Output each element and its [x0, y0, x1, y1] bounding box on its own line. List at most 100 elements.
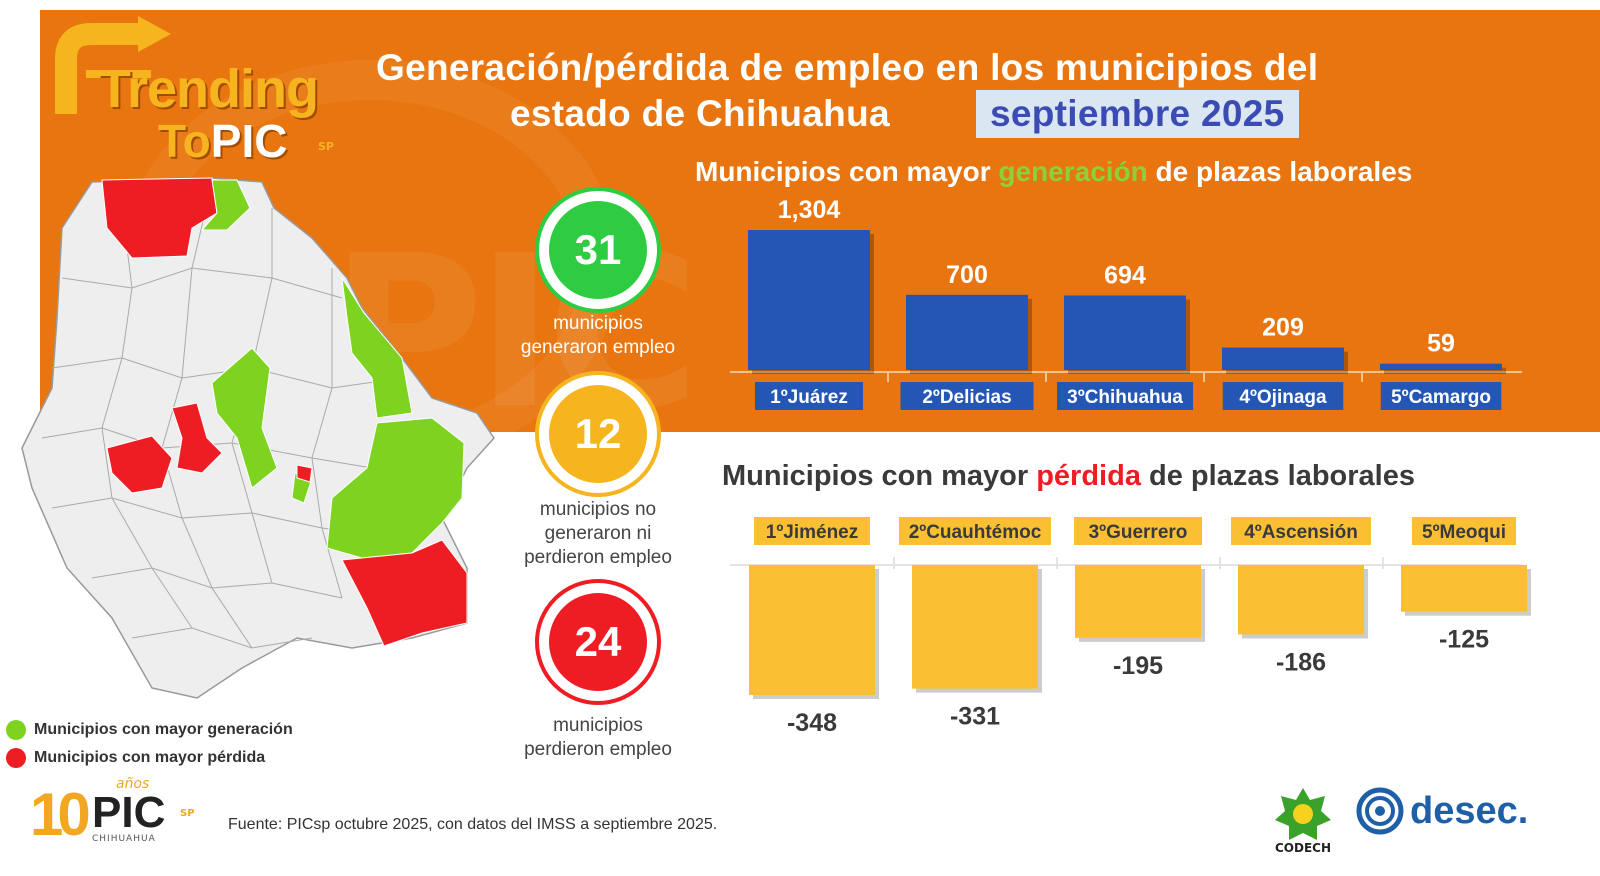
- map-region-loss-2: [171, 402, 223, 474]
- stat-label-line: municipios: [553, 715, 643, 736]
- gen-category-bg: [1057, 382, 1193, 410]
- legend-red-dot-icon: [6, 748, 26, 768]
- logo-word-to: To: [158, 115, 211, 167]
- loss-value-label: -331: [950, 703, 1000, 731]
- loss-value-label: -348: [787, 709, 837, 737]
- pic10-word: PIC: [92, 788, 166, 837]
- codech-star-icon: [1275, 788, 1331, 840]
- gen-bar: [1222, 347, 1344, 370]
- stat-label-line: generaron ni: [544, 523, 652, 544]
- gen-value-label: 59: [1427, 330, 1455, 358]
- gen-category-bg: [900, 382, 1034, 410]
- stat-circle-3: 24: [535, 579, 661, 705]
- codech-logo: CODECH: [1268, 786, 1338, 856]
- legend-green-dot-icon: [6, 720, 26, 740]
- loss-category-bg: [754, 517, 870, 545]
- loss-heading-pre: Municipios con mayor: [722, 460, 1037, 492]
- logo-word-trending: Trending: [98, 59, 319, 119]
- legend-item-loss: Municipios con mayor pérdida: [6, 744, 293, 772]
- loss-value-label: -195: [1113, 652, 1163, 680]
- stat-value: 31: [549, 201, 647, 299]
- loss-category-label: 5ºMeoqui: [1422, 522, 1506, 543]
- desec-mark-icon: [1356, 787, 1404, 835]
- legend-item-generation: Municipios con mayor generación: [6, 716, 293, 744]
- loss-category-label: 2ºCuauhtémoc: [909, 522, 1042, 543]
- map-region-gain-3: [211, 347, 278, 489]
- gen-bar: [1064, 295, 1186, 370]
- stat-label-1: municipios generaron empleo: [488, 312, 708, 360]
- pic-10-anos-logo: 10 años PIC SP CHIHUAHUA: [30, 776, 200, 850]
- legend-label-loss: Municipios con mayor pérdida: [34, 749, 266, 766]
- loss-category-bg: [899, 517, 1051, 545]
- generation-heading-highlight: generación: [998, 156, 1148, 187]
- loss-bar: [1238, 565, 1364, 635]
- stat-label-2: municipios no generaron ni perdieron emple…: [488, 498, 708, 570]
- logo-arrow-icon: [55, 16, 171, 114]
- map-region-loss-4: [296, 464, 313, 483]
- map-legend: Municipios con mayor generación Municipi…: [6, 716, 293, 772]
- gen-category-bg: [1222, 382, 1344, 410]
- pic10-city: CHIHUAHUA: [92, 834, 156, 844]
- generation-bar-chart: 1,304 1ºJuárez 700 2ºDelicias 694 3ºChihuahua…: [730, 196, 1522, 410]
- loss-bar: [912, 565, 1038, 689]
- loss-category-bg: [1231, 517, 1371, 545]
- title-line-1: Generación/pérdida de empleo en los muni…: [376, 47, 1319, 88]
- gen-bar: [748, 230, 870, 370]
- loss-heading-post: de plazas laborales: [1140, 460, 1415, 492]
- loss-category-bg: [1074, 517, 1202, 545]
- stat-label-line: municipios: [553, 313, 643, 334]
- logo-sp: SP: [318, 140, 334, 153]
- codech-label: CODECH: [1274, 841, 1331, 855]
- desec-logo: desec.: [1356, 786, 1528, 836]
- stat-label-line: perdieron empleo: [524, 739, 672, 760]
- loss-bar-chart: -348 1ºJiménez -331 2ºCuauhtémoc -195 3ºGuerr…: [730, 517, 1531, 737]
- loss-category-label: 1ºJiménez: [766, 522, 859, 543]
- stat-label-3: municipios perdieron empleo: [488, 714, 708, 762]
- pic10-anos: años: [116, 776, 150, 792]
- gen-category-bg: [1380, 382, 1502, 410]
- gen-category-label: 3ºChihuahua: [1067, 387, 1183, 408]
- loss-heading-highlight: pérdida: [1036, 460, 1141, 492]
- stat-circle-2: 12: [535, 371, 661, 497]
- logo-word-topic: ToPIC: [158, 114, 287, 168]
- loss-chart-heading: Municipios con mayor pérdida de plazas l…: [722, 460, 1415, 493]
- gen-category-label: 1ºJuárez: [770, 387, 848, 408]
- generation-heading-post: de plazas laborales: [1147, 156, 1413, 187]
- loss-bar: [749, 565, 875, 695]
- stat-label-line: generaron empleo: [520, 337, 676, 358]
- generation-heading-pre: Municipios con mayor: [695, 156, 999, 187]
- map-region-gain-1: [200, 179, 251, 231]
- loss-category-label: 3ºGuerrero: [1089, 522, 1188, 543]
- stat-value: 24: [549, 593, 647, 691]
- pic10-sp: SP: [180, 808, 195, 819]
- map-region-loss-3: [106, 435, 173, 494]
- loss-category-bg: [1412, 517, 1516, 545]
- loss-value-label: -186: [1276, 648, 1326, 676]
- map-region-gain-2: [341, 277, 413, 419]
- generation-chart-heading: Municipios con mayor generación de plaza…: [695, 156, 1412, 188]
- gen-category-bg: [755, 382, 863, 410]
- stat-label-line: municipios no: [539, 499, 657, 520]
- gen-bar: [1380, 363, 1502, 370]
- loss-category-label: 4ºAscensión: [1244, 522, 1358, 543]
- stat-circle-1: 31: [535, 187, 661, 313]
- gen-value-label: 1,304: [778, 196, 841, 224]
- legend-label-generation: Municipios con mayor generación: [34, 721, 293, 738]
- gen-value-label: 209: [1262, 314, 1304, 342]
- desec-label: desec.: [1410, 789, 1529, 832]
- logo-word-pic: PIC: [210, 115, 288, 167]
- gen-category-label: 2ºDelicias: [922, 387, 1011, 408]
- trending-topic-logo: Trending ToPIC SP: [18, 8, 358, 168]
- gen-value-label: 694: [1104, 261, 1146, 289]
- gen-category-label: 5ºCamargo: [1391, 387, 1491, 408]
- loss-value-label: -125: [1439, 626, 1489, 654]
- stat-label-line: perdieron empleo: [524, 547, 672, 568]
- pic10-number: 10: [30, 781, 91, 848]
- gen-bar: [906, 294, 1028, 370]
- chihuahua-map: [21, 177, 495, 699]
- gen-category-label: 4ºOjinaga: [1239, 387, 1327, 408]
- loss-bar: [1075, 565, 1201, 638]
- title-month-badge: septiembre 2025: [976, 90, 1299, 138]
- stat-value: 12: [549, 385, 647, 483]
- title-line-2: estado de Chihuahua: [510, 93, 890, 134]
